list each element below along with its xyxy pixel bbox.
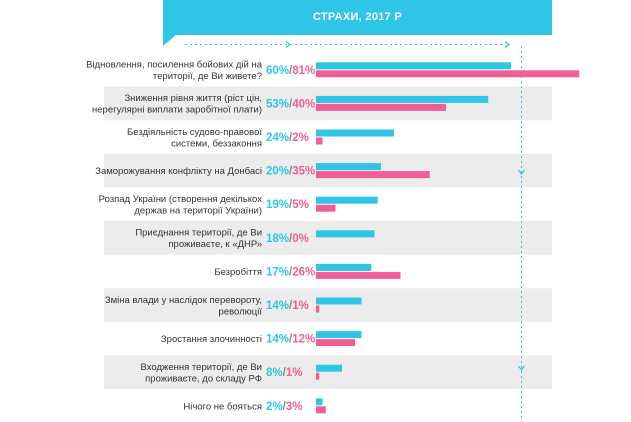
guide-arrow-right <box>285 41 291 48</box>
value-label-series-b: 1% <box>286 367 303 379</box>
chart-title: СТРАХИ, 2017 Р <box>312 11 403 23</box>
row-shade <box>104 221 552 255</box>
value-label-series-a: 17% <box>266 266 289 278</box>
value-label-series-b: 12% <box>292 334 315 346</box>
value-label-pair: 24%/2% <box>266 132 309 144</box>
value-label-pair: 20%/35% <box>266 166 315 178</box>
value-label-pair: 18%/0% <box>266 233 309 245</box>
value-label-separator: / <box>283 367 287 379</box>
category-label: Розпад України (створення декількох <box>99 194 263 205</box>
bar-series-b <box>316 204 336 212</box>
value-label-series-b: 26% <box>292 266 315 278</box>
value-label-pair: 53%/40% <box>266 98 315 110</box>
value-label-separator: / <box>289 233 293 245</box>
value-label-separator: / <box>289 334 293 346</box>
bar-series-a <box>316 263 372 271</box>
bar-series-a <box>316 163 381 171</box>
bar-series-b <box>316 103 446 111</box>
value-label-series-b: 81% <box>292 65 315 77</box>
guide-arrow-down <box>518 365 525 371</box>
value-label-series-b: 5% <box>292 199 309 211</box>
bar-series-b <box>316 406 326 414</box>
value-label-pair: 19%/5% <box>266 199 309 211</box>
value-label-series-a: 60% <box>266 65 289 77</box>
bar-series-b <box>316 137 323 145</box>
category-label: нерегулярні виплати заробітної плати) <box>92 105 262 116</box>
row-shade <box>104 86 552 121</box>
value-label-pair: 17%/26% <box>266 266 315 278</box>
category-label: системи, беззаконня <box>171 138 262 149</box>
category-label: Зниження рівня життя (ріст цін, <box>124 93 262 104</box>
bar-series-a <box>316 230 375 238</box>
value-label-series-a: 53% <box>266 98 289 110</box>
value-label-series-a: 14% <box>266 334 289 346</box>
value-label-separator: / <box>289 98 293 110</box>
bar-series-b <box>316 372 320 380</box>
bar-series-b <box>316 339 355 347</box>
value-label-separator: / <box>289 266 293 278</box>
category-label: революції <box>219 306 263 317</box>
bar-series-a <box>316 62 511 70</box>
value-label-series-a: 14% <box>266 300 289 312</box>
value-label-series-a: 19% <box>266 199 289 211</box>
value-label-pair: 14%/12% <box>266 334 315 346</box>
category-label: Входження території, де Ви <box>141 362 262 373</box>
value-label-series-b: 0% <box>292 233 309 245</box>
category-label: Зростання злочинності <box>161 334 262 345</box>
value-label-separator: / <box>289 300 293 312</box>
value-label-separator: / <box>289 166 293 178</box>
value-label-series-a: 2% <box>266 401 283 413</box>
bar-series-b <box>316 171 430 179</box>
bar-series-a <box>316 129 394 137</box>
bar-series-a <box>316 331 362 339</box>
row-shade <box>104 288 552 322</box>
chart-title-banner-tail <box>163 34 177 46</box>
value-label-series-b: 3% <box>286 401 303 413</box>
value-label-separator: / <box>289 65 293 77</box>
value-label-series-a: 24% <box>266 132 289 144</box>
value-label-pair: 2%/3% <box>266 401 302 413</box>
bar-series-a <box>316 297 362 305</box>
value-label-pair: 14%/1% <box>266 300 309 312</box>
bar-series-a <box>316 196 378 204</box>
bar-series-b <box>316 271 401 279</box>
category-label: Безробіття <box>214 267 262 278</box>
category-label: Зміна влади у наслідок перевороту, <box>105 295 262 306</box>
bar-series-b <box>316 305 320 313</box>
value-label-pair: 60%/81% <box>266 65 315 77</box>
bar-series-a <box>316 364 342 372</box>
value-label-series-a: 8% <box>266 367 283 379</box>
guide-arrow-down <box>518 169 525 175</box>
value-label-series-b: 1% <box>292 300 309 312</box>
category-label: Заморожування конфлікту на Донбасі <box>95 166 262 177</box>
bar-series-a <box>316 95 489 103</box>
value-label-series-a: 18% <box>266 233 289 245</box>
category-label: Приєднання території, де Ви <box>135 228 262 239</box>
value-label-series-b: 2% <box>292 132 309 144</box>
category-label: проживаєте, к «ДНР» <box>168 239 262 250</box>
value-label-series-b: 35% <box>292 166 315 178</box>
value-label-pair: 8%/1% <box>266 367 302 379</box>
category-label: Нічого не бояться <box>183 401 262 412</box>
bar-series-b <box>316 70 580 78</box>
value-label-separator: / <box>289 199 293 211</box>
value-label-separator: / <box>289 132 293 144</box>
category-label: Відновлення, посилення бойових дій на <box>86 60 263 71</box>
value-label-series-b: 40% <box>292 98 315 110</box>
chart-title-banner <box>163 0 552 35</box>
category-label: проживаєте, до складу РФ <box>145 373 262 384</box>
guide-arrow-right <box>504 41 510 48</box>
value-label-separator: / <box>283 401 287 413</box>
bar-series-a <box>316 398 323 406</box>
row-shade <box>104 153 552 188</box>
category-label: держав на території України) <box>134 205 262 216</box>
row-shade <box>104 355 552 389</box>
category-label: території, де Ви живете? <box>153 71 262 82</box>
value-label-series-a: 20% <box>266 166 289 178</box>
category-label: Бездіяльність судово-правової <box>127 127 262 138</box>
